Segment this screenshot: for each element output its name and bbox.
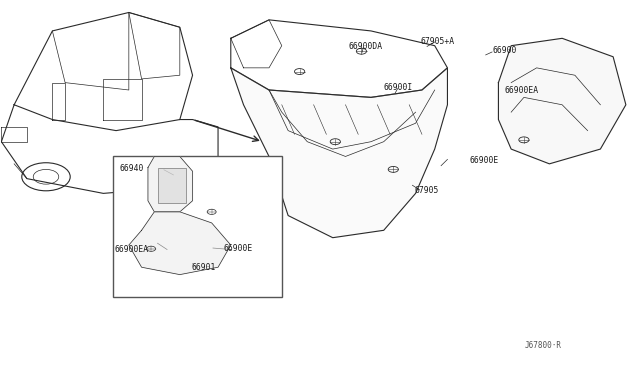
Text: 66900EA: 66900EA: [505, 86, 539, 95]
Text: 67905: 67905: [414, 186, 438, 195]
Text: 66900EA: 66900EA: [115, 245, 149, 254]
Polygon shape: [129, 212, 231, 275]
Bar: [157, 167, 186, 203]
Polygon shape: [148, 157, 193, 212]
Text: 66940: 66940: [119, 164, 143, 173]
Text: 67905+A: 67905+A: [420, 37, 455, 46]
Text: 66900E: 66900E: [223, 244, 252, 253]
Text: 66900DA: 66900DA: [349, 42, 383, 51]
Polygon shape: [231, 68, 447, 238]
Text: 66900I: 66900I: [384, 83, 413, 92]
Text: J67800·R: J67800·R: [525, 341, 562, 350]
Text: 66901: 66901: [191, 263, 216, 272]
Polygon shape: [499, 38, 626, 164]
Text: 66900E: 66900E: [470, 156, 499, 166]
Text: 66900: 66900: [492, 46, 516, 55]
FancyBboxPatch shape: [113, 157, 282, 297]
